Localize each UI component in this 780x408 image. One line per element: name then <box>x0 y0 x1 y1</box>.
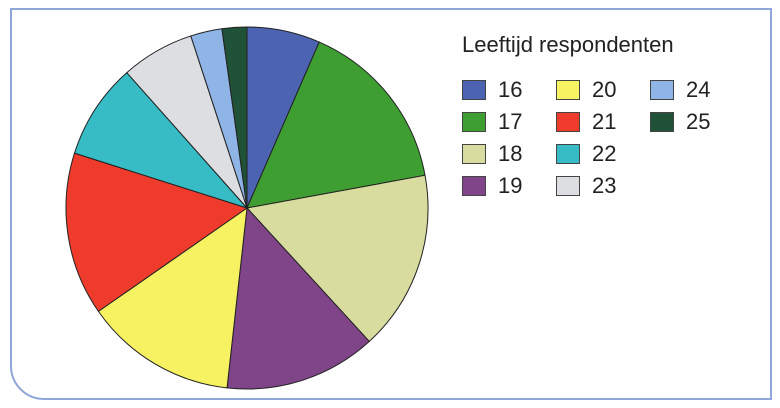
legend-swatch <box>556 80 580 100</box>
pie-slice-19 <box>226 206 371 390</box>
legend-label: 21 <box>592 109 617 134</box>
pie-slice-20 <box>97 206 248 389</box>
legend-swatch <box>462 112 486 132</box>
legend-item-18: 18 <box>462 142 522 166</box>
legend-item-19: 19 <box>462 174 522 198</box>
legend-label: 19 <box>498 173 523 198</box>
chart-title: Leeftijd respondenten <box>462 32 674 57</box>
legend-label: 24 <box>686 77 711 102</box>
pie-slice-17 <box>246 41 426 209</box>
legend-item-16: 16 <box>462 78 522 102</box>
legend-swatch <box>556 176 580 196</box>
pie-slices <box>65 26 429 390</box>
legend-label: 16 <box>498 77 523 102</box>
legend-label: 17 <box>498 109 523 134</box>
pie-slice-21 <box>65 152 249 313</box>
legend-swatch <box>462 80 486 100</box>
legend: 16 17 18 19 20 21 22 23 24 25 <box>462 78 742 208</box>
legend-label: 23 <box>592 173 617 198</box>
legend-swatch <box>650 112 674 132</box>
legend-label: 25 <box>686 109 711 134</box>
legend-label: 18 <box>498 141 523 166</box>
legend-swatch <box>650 80 674 100</box>
legend-item-17: 17 <box>462 110 522 134</box>
legend-item-23: 23 <box>556 174 616 198</box>
legend-label: 20 <box>592 77 617 102</box>
legend-item-22: 22 <box>556 142 616 166</box>
legend-swatch <box>462 144 486 164</box>
legend-item-20: 20 <box>556 78 616 102</box>
legend-swatch <box>556 112 580 132</box>
legend-item-21: 21 <box>556 110 616 134</box>
legend-item-25: 25 <box>650 110 710 134</box>
legend-item-24: 24 <box>650 78 710 102</box>
pie-slice-18 <box>246 174 429 343</box>
legend-swatch <box>462 176 486 196</box>
legend-label: 22 <box>592 141 617 166</box>
pie-slice-25 <box>221 26 248 209</box>
pie-slice-22 <box>73 71 249 210</box>
legend-swatch <box>556 144 580 164</box>
